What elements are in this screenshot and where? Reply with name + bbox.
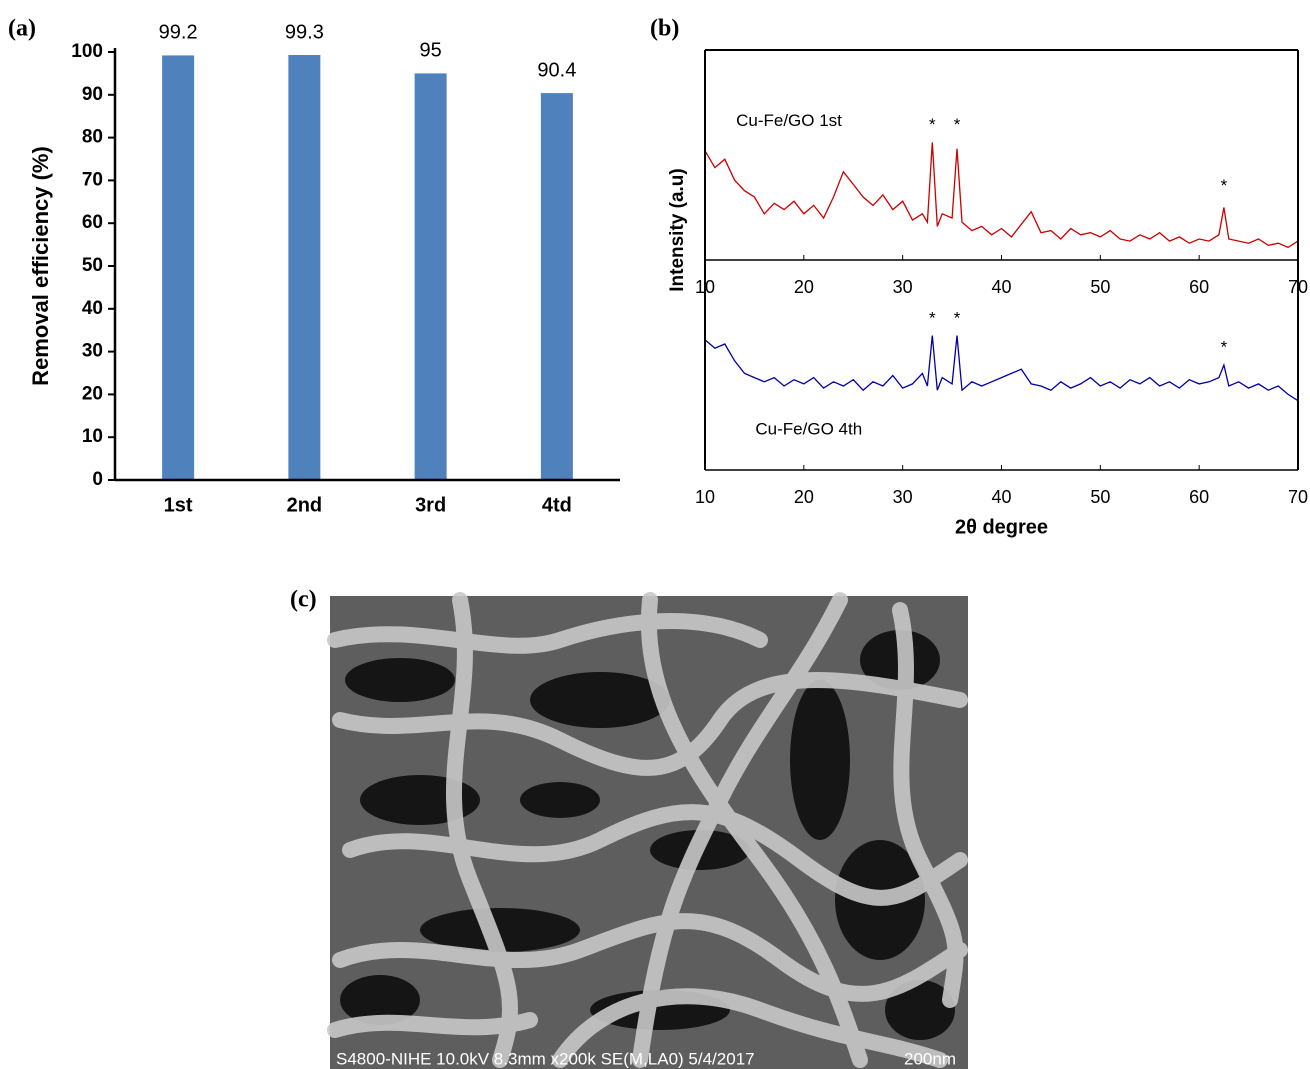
value-label: 99.3 [285,21,324,43]
y-axis-label: Removal efficiency (%) [28,146,53,386]
x-tick-label: 2nd [287,494,323,516]
y-tick-label: 100 [71,41,103,62]
x-tick-label: 50 [1090,277,1110,297]
x-tick-label: 4td [542,494,572,516]
x-tick-label: 70 [1288,487,1308,507]
x-tick-label: 30 [893,277,913,297]
x-tick-label: 30 [893,487,913,507]
panel-label: (b) [650,16,679,42]
annotation: Cu-Fe/GO 4th [755,420,862,439]
value-label: 99.2 [159,22,198,44]
x-tick-label: 1st [164,494,193,516]
y-tick-label: 70 [82,169,103,190]
value-label: 95 [420,40,442,62]
y-tick-label: 20 [82,383,103,404]
annotation: * [929,115,936,134]
x-tick-label: 3rd [415,494,446,516]
bar [288,54,321,480]
x-tick-label: 10 [695,487,715,507]
bar [162,55,195,480]
y-tick-label: 30 [82,341,103,362]
annotation: * [929,308,936,327]
x-tick-label: 50 [1090,487,1110,507]
bar [414,73,447,481]
x-tick-label: 40 [991,277,1011,297]
y-tick-label: 40 [82,298,103,319]
annotation: * [1221,338,1228,357]
sem-pores [340,630,955,1040]
data-line [704,335,1299,402]
annotation: Cu-Fe/GO 1st [736,111,842,130]
y-tick-label: 80 [82,127,103,148]
x-tick-label: 40 [991,487,1011,507]
y-tick-label: 0 [92,469,103,490]
annotation: * [954,115,961,134]
y-tick-label: 10 [82,426,103,447]
x-tick-label: 60 [1189,487,1209,507]
annotation: * [954,308,961,327]
x-tick-label: 20 [794,277,814,297]
panel-label: (a) [8,16,36,42]
panel-label: (c) [290,587,317,613]
y-tick-label: 90 [82,84,103,105]
x-axis-label: 2θ degree [955,516,1048,538]
bar [540,93,573,480]
sem-image: (c) S4800-NIHE 10.0kV 8.3mm x200k SE(M,L… [290,587,968,1069]
scale-bar-label: 200nm [904,1049,956,1068]
sem-caption: S4800-NIHE 10.0kV 8.3mm x200k SE(M,LA0) … [336,1049,755,1068]
y-tick-label: 50 [82,255,103,276]
x-tick-label: 20 [794,487,814,507]
data-line [704,142,1299,249]
sem-strands [327,592,968,1068]
value-label: 90.4 [537,59,576,81]
x-tick-label: 60 [1189,277,1209,297]
y-axis-label: Intensity (a.u) [667,168,688,292]
y-tick-label: 60 [82,212,103,233]
annotation: * [1221,176,1228,195]
